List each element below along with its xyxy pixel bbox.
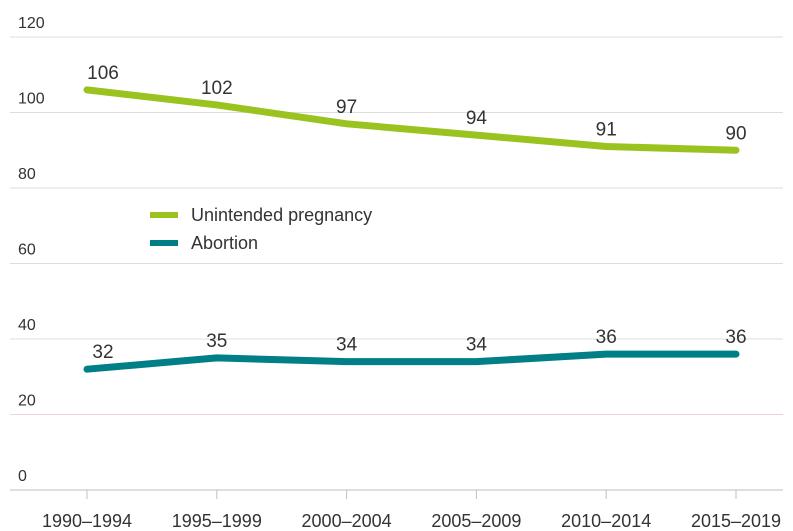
legend-label-unintended-pregnancy: Unintended pregnancy bbox=[191, 205, 372, 225]
data-labels: 106 102 97 94 91 90 32 35 34 34 36 36 bbox=[87, 63, 746, 363]
y-tick-label-40: 40 bbox=[18, 317, 36, 334]
gridlines bbox=[10, 36, 783, 415]
series-line-abortion bbox=[83, 350, 740, 373]
legend: Unintended pregnancy Abortion bbox=[150, 205, 372, 253]
x-tick-label-1: 1995–1999 bbox=[172, 511, 262, 531]
data-label-unintended-pregnancy-5: 90 bbox=[725, 123, 746, 144]
data-label-unintended-pregnancy-3: 94 bbox=[466, 108, 488, 129]
y-tick-label-0: 0 bbox=[18, 468, 27, 485]
y-tick-label-60: 60 bbox=[18, 242, 36, 259]
x-tick-label-3: 2005–2009 bbox=[431, 511, 521, 531]
data-label-abortion-1: 35 bbox=[206, 331, 227, 352]
x-tick-label-4: 2010–2014 bbox=[561, 511, 651, 531]
data-label-unintended-pregnancy-2: 97 bbox=[336, 97, 357, 118]
y-axis-tick-labels: 0 20 40 60 80 100 120 bbox=[18, 15, 45, 485]
x-tick-label-0: 1990–1994 bbox=[42, 511, 132, 531]
y-tick-label-100: 100 bbox=[18, 91, 45, 108]
y-tick-label-80: 80 bbox=[18, 166, 36, 183]
y-tick-label-120: 120 bbox=[18, 15, 45, 32]
x-tick-label-2: 2000–2004 bbox=[302, 511, 392, 531]
x-tick-label-5: 2015–2019 bbox=[691, 511, 781, 531]
legend-label-abortion: Abortion bbox=[191, 233, 258, 253]
data-label-unintended-pregnancy-4: 91 bbox=[596, 119, 617, 140]
data-label-abortion-3: 34 bbox=[466, 335, 488, 356]
data-label-abortion-0: 32 bbox=[92, 342, 113, 363]
y-tick-label-20: 20 bbox=[18, 393, 36, 410]
data-label-unintended-pregnancy-0: 106 bbox=[87, 63, 119, 84]
series-line-unintended-pregnancy bbox=[83, 86, 740, 154]
data-label-unintended-pregnancy-1: 102 bbox=[201, 78, 233, 99]
x-axis: 1990–1994 1995–1999 2000–2004 2005–2009 2010… bbox=[10, 489, 783, 531]
series-lines bbox=[83, 86, 740, 373]
data-label-abortion-2: 34 bbox=[336, 335, 358, 356]
data-label-abortion-4: 36 bbox=[596, 327, 617, 348]
data-label-abortion-5: 36 bbox=[725, 327, 746, 348]
